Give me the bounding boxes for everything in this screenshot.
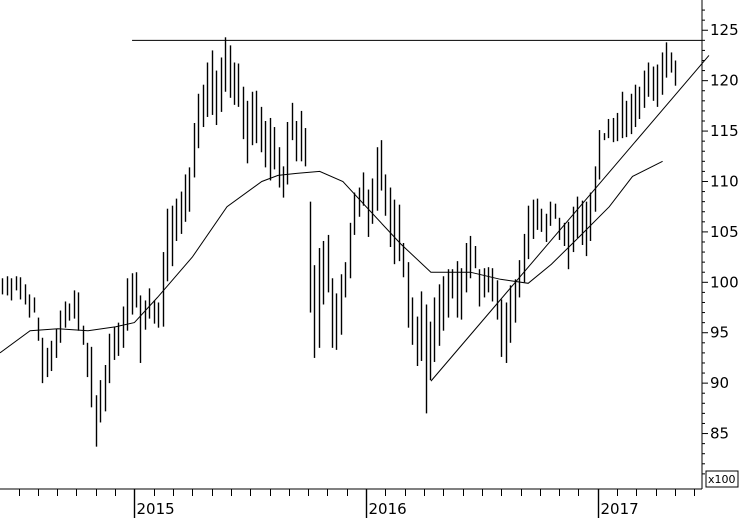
x-tick-label: 2017 <box>601 500 639 518</box>
moving-average-line <box>0 160 663 354</box>
trend-line <box>430 55 710 382</box>
x-tick-label: 2015 <box>137 500 175 518</box>
y-tick-label: 95 <box>710 324 729 342</box>
y-tick-label: 125 <box>710 21 739 39</box>
y-tick-label: 85 <box>710 425 729 443</box>
y-tick-label: 120 <box>710 72 739 90</box>
scale-label: x100 <box>708 473 736 486</box>
y-tick-label: 105 <box>710 223 739 241</box>
plot-area <box>0 37 710 447</box>
y-tick-label: 115 <box>710 122 739 140</box>
y-tick-label: 110 <box>710 172 739 190</box>
y-tick-label: 90 <box>710 374 729 392</box>
y-tick-label: 100 <box>710 273 739 291</box>
scale-label-box <box>705 470 739 488</box>
x-tick-label: 2016 <box>369 500 407 518</box>
